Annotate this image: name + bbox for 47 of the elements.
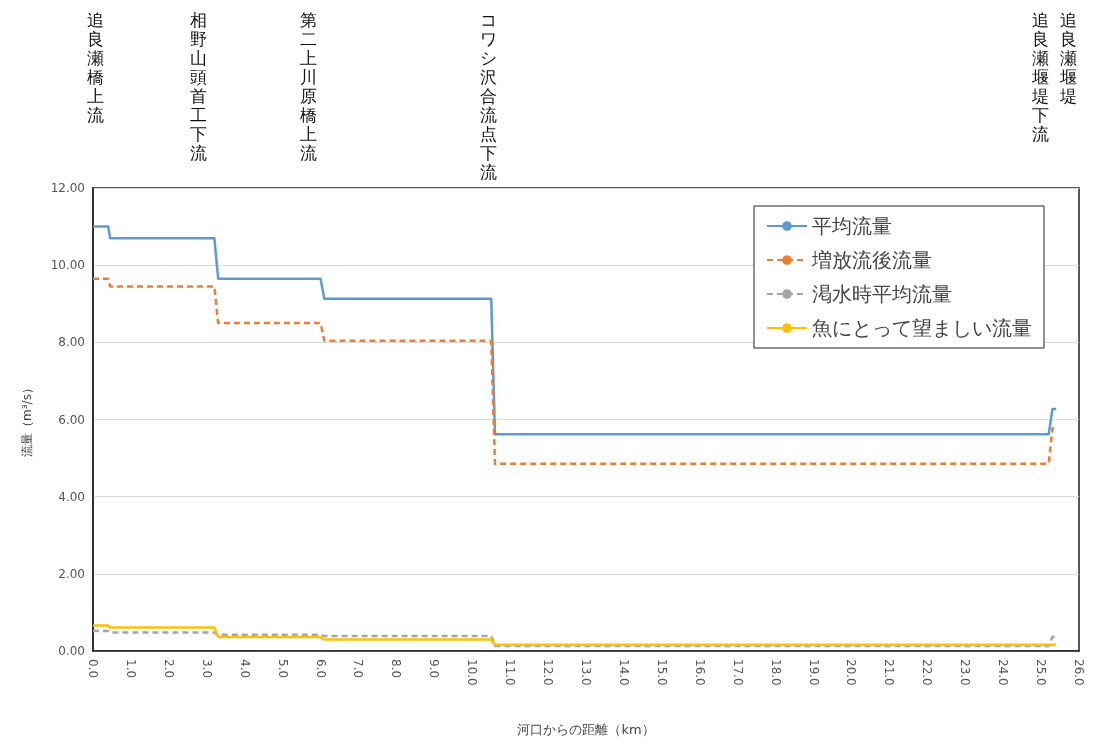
y-tick-label: 12.00 (50, 181, 85, 195)
x-tick-label: 8.0 (389, 659, 404, 679)
x-tick-label: 23.0 (958, 659, 973, 686)
y-tick-label: 4.00 (58, 489, 85, 504)
text: 相野山頭首工下流 (189, 9, 207, 163)
x-tick-label: 10.0 (465, 659, 480, 686)
x-tick-label: 17.0 (730, 659, 745, 686)
x-tick-label: 7.0 (351, 659, 366, 679)
y-tick-label: 10.00 (50, 258, 85, 273)
text: 追良瀬堰堤下流 (1030, 9, 1049, 144)
y-tick-label: 8.00 (58, 335, 85, 350)
y-tick-label: 6.00 (58, 412, 85, 427)
text: 追良瀬堰堤 (1058, 9, 1077, 106)
x-tick-label: 25.0 (1034, 659, 1049, 686)
x-tick-label: 15.0 (654, 659, 669, 686)
x-tick-label: 2.0 (161, 659, 176, 679)
x-tick-label: 22.0 (920, 659, 935, 686)
y-axis-title: 流量（m³/s） (20, 382, 34, 457)
x-tick-label: 26.0 (1072, 659, 1086, 686)
x-tick-label: 1.0 (123, 659, 138, 679)
x-tick-label: 18.0 (768, 659, 783, 686)
x-tick-label: 13.0 (579, 659, 593, 686)
x-tick-label: 6.0 (313, 659, 328, 679)
x-tick-label: 3.0 (199, 659, 214, 679)
x-tick-label: 4.0 (237, 659, 252, 679)
text: 追良瀬橋上流 (86, 9, 104, 125)
line-series (91, 624, 1058, 647)
legend-label: 魚にとって望ましい流量 (812, 316, 1032, 340)
y-tick-label: 0.00 (58, 644, 85, 658)
text: コワシ沢合流点下流 (479, 9, 497, 182)
x-tick-label: 9.0 (427, 659, 442, 679)
x-tick-label: 0.0 (86, 659, 100, 679)
x-tick-label: 21.0 (882, 659, 897, 686)
x-tick-label: 14.0 (616, 659, 631, 686)
x-tick-label: 20.0 (844, 659, 859, 686)
x-tick-label: 11.0 (503, 659, 518, 686)
x-tick-label: 24.0 (996, 659, 1011, 686)
x-axis-title: 河口からの距離（km） (517, 722, 655, 737)
x-tick-label: 19.0 (806, 659, 821, 686)
legend-label: 増放流後流量 (811, 248, 932, 272)
text: 第二上川原橋上流 (299, 9, 317, 163)
x-tick-label: 12.0 (541, 659, 556, 686)
legend-label: 渇水時平均流量 (812, 282, 952, 306)
x-tick-label: 5.0 (275, 659, 290, 679)
legend-label: 平均流量 (812, 214, 892, 238)
x-tick-label: 16.0 (692, 659, 707, 686)
y-tick-label: 2.00 (58, 566, 85, 581)
